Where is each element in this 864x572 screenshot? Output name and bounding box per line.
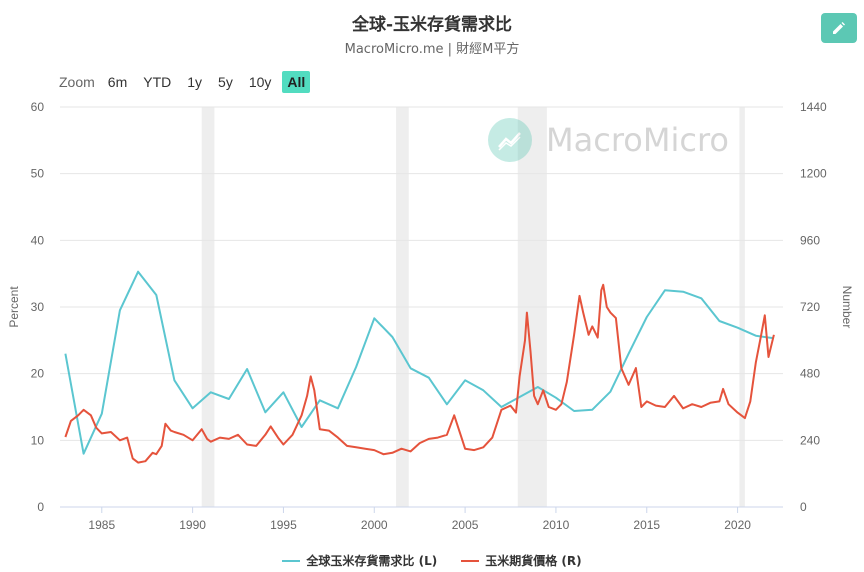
x-tick-label: 2015 — [633, 518, 660, 532]
right-y-tick-label: 1440 — [800, 100, 827, 114]
edit-button[interactable] — [821, 13, 857, 43]
left-y-tick-label: 50 — [31, 167, 45, 181]
zoom-5y-button[interactable]: 5y — [218, 74, 233, 90]
chart-subtitle: MacroMicro.me | 財經M平方 — [344, 42, 520, 57]
x-tick-label: 2000 — [361, 518, 388, 532]
zoom-6m-button[interactable]: 6m — [107, 74, 128, 90]
zoom-label: Zoom — [59, 74, 95, 90]
x-tick-label: 1995 — [270, 518, 297, 532]
zoom-all-button[interactable]: All — [282, 71, 311, 93]
chart-title: 全球-玉米存貨需求比 — [351, 15, 513, 35]
right-y-tick-label: 480 — [800, 367, 820, 381]
zoom-ytd-button[interactable]: YTD — [143, 74, 172, 90]
right-y-tick-label: 240 — [800, 433, 820, 447]
zoom-10y-button[interactable]: 10y — [248, 74, 272, 90]
x-tick-label: 2005 — [452, 518, 479, 532]
legend-item-stock-ratio[interactable]: 全球玉米存貨需求比 (L) — [282, 552, 437, 569]
series-line-price[interactable] — [64, 283, 775, 464]
left-y-tick-label: 40 — [31, 233, 45, 247]
zoom-controls: Zoom 6m YTD 1y 5y 10y All — [59, 71, 316, 93]
right-y-tick-label: 0 — [800, 500, 807, 514]
left-y-tick-label: 20 — [31, 367, 45, 381]
left-y-tick-label: 60 — [31, 100, 45, 114]
right-y-tick-label: 720 — [800, 300, 820, 314]
macromicro-logo-icon — [488, 118, 532, 162]
legend-swatch-stock-ratio — [282, 559, 301, 562]
x-tick-label: 1990 — [179, 518, 206, 532]
x-tick-label: 2010 — [543, 518, 570, 532]
legend-label-stock-ratio: 全球玉米存貨需求比 (L) — [306, 554, 438, 568]
pencil-icon — [833, 22, 845, 34]
legend: 全球玉米存貨需求比 (L) 玉米期貨價格 (R) — [0, 552, 864, 569]
left-y-tick-label: 0 — [37, 500, 44, 514]
x-tick-label: 1985 — [88, 518, 115, 532]
series-line-stock-ratio[interactable] — [64, 270, 775, 455]
watermark-text: MacroMicro — [546, 121, 729, 159]
zoom-1y-button[interactable]: 1y — [187, 74, 203, 90]
left-y-tick-label: 10 — [31, 433, 45, 447]
left-y-tick-label: 30 — [31, 300, 45, 314]
x-tick-label: 2020 — [724, 518, 751, 532]
legend-label-price: 玉米期貨價格 (R) — [485, 554, 582, 568]
right-y-tick-label: 960 — [800, 233, 820, 247]
right-axis-title: Number — [840, 286, 854, 329]
legend-swatch-price — [461, 559, 480, 562]
legend-item-price[interactable]: 玉米期貨價格 (R) — [461, 552, 582, 569]
left-axis-title: Percent — [7, 286, 21, 328]
watermark: MacroMicro — [488, 118, 729, 162]
right-y-tick-label: 1200 — [800, 167, 827, 181]
